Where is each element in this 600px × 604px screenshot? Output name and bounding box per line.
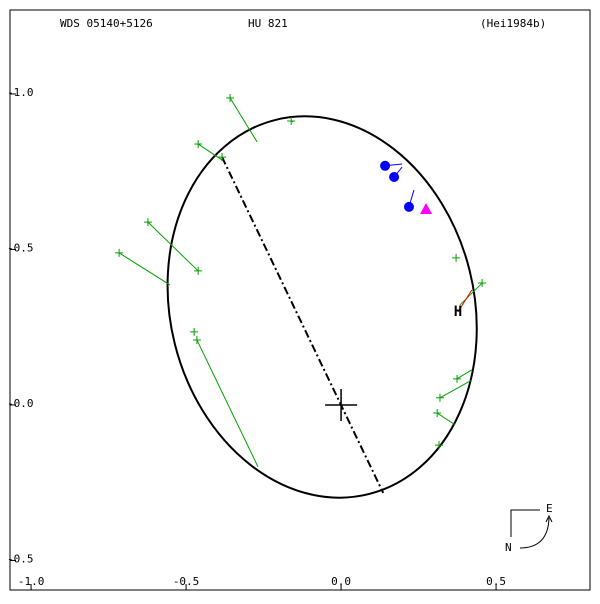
observation: [190, 327, 199, 336]
residual: [456, 369, 473, 380]
compass-north: N: [505, 541, 512, 554]
x-tick-label: -0.5: [173, 575, 200, 588]
observation: [218, 153, 227, 162]
observation: [435, 393, 444, 402]
observation: [420, 203, 433, 215]
residual: [439, 379, 473, 399]
y-tick-label: -0.5: [7, 241, 34, 254]
y-tick-label: -1.0: [7, 86, 34, 99]
residual: [459, 282, 483, 306]
residual: [229, 97, 258, 143]
observation: [226, 94, 235, 103]
primary-star: [325, 388, 358, 421]
residual: [196, 339, 259, 468]
observation: [433, 409, 442, 418]
header-left: WDS 05140+5126: [60, 17, 153, 30]
observation: [435, 441, 444, 450]
header-right: (Hei1984b): [480, 17, 546, 30]
observation: [452, 253, 461, 262]
line-of-nodes: [221, 156, 385, 494]
residual: [436, 412, 456, 426]
y-tick-label: -0.5: [7, 552, 34, 565]
compass-arrow: [519, 517, 550, 549]
observation: [389, 172, 400, 183]
observation: [287, 117, 296, 126]
observation: [380, 160, 391, 171]
frame: [9, 9, 591, 591]
residual: [147, 221, 199, 272]
y-tick-label: -0.0: [7, 397, 34, 410]
observation: [143, 218, 152, 227]
compass-lines: [510, 509, 540, 537]
compass-east: E: [546, 502, 553, 515]
orbit: [166, 115, 478, 499]
compass-arrowhead: [545, 514, 553, 523]
header-center: HU 821: [248, 17, 288, 30]
observation: H: [454, 304, 462, 320]
residual: [457, 289, 473, 313]
x-tick-label: -1.0: [18, 575, 45, 588]
x-tick-label: 0.0: [331, 575, 351, 588]
observation: [453, 374, 462, 383]
observation: [192, 335, 201, 344]
observation: [194, 266, 203, 275]
observation: [115, 248, 124, 257]
x-tick-label: 0.5: [486, 575, 506, 588]
compass: E N: [505, 502, 553, 554]
residual: [118, 252, 171, 286]
observation: [403, 201, 414, 212]
observation: [194, 140, 203, 149]
observation: [478, 279, 487, 288]
